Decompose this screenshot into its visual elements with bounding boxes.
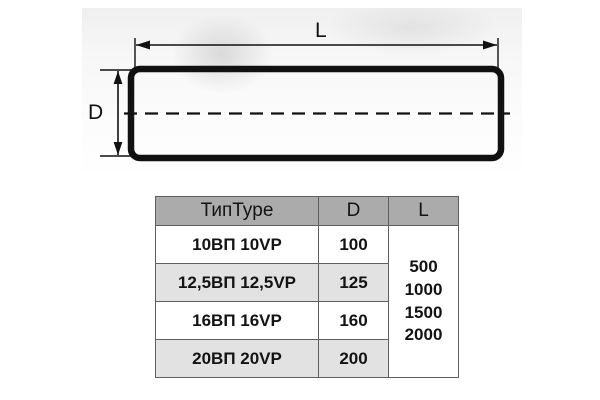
length-value: 1000 bbox=[404, 279, 443, 299]
diameter-arrowhead-bottom bbox=[113, 142, 123, 155]
cell-type: 20ВП 20VP bbox=[155, 339, 319, 378]
cell-d: 200 bbox=[318, 339, 389, 378]
cell-type: 16ВП 16VP bbox=[155, 301, 319, 340]
cell-d: 160 bbox=[318, 301, 389, 340]
table-header-row: ТипType D L bbox=[155, 196, 459, 226]
technical-drawing: L D bbox=[0, 0, 600, 186]
column-header-d: D bbox=[318, 196, 389, 226]
cell-d: 100 bbox=[318, 225, 389, 264]
table-row: 12,5ВП 12,5VP 125 bbox=[155, 263, 459, 302]
diameter-dimension-label: D bbox=[88, 101, 104, 124]
table-row: 10ВП 10VP 100 500 1000 1500 2000 bbox=[155, 225, 459, 378]
length-value: 2000 bbox=[404, 325, 443, 345]
column-header-l: L bbox=[388, 196, 459, 226]
table-row: 20ВП 20VP 200 bbox=[155, 339, 459, 378]
pipe-drawing-svg bbox=[100, 38, 510, 162]
drawing-background-photo bbox=[82, 8, 522, 178]
specification-table: ТипType D L 10ВП 10VP 100 500 1000 1500 … bbox=[155, 196, 459, 378]
specification-table-container: ТипType D L 10ВП 10VP 100 500 1000 1500 … bbox=[155, 196, 459, 378]
cell-d: 125 bbox=[318, 263, 389, 302]
cell-type: 12,5ВП 12,5VP bbox=[155, 263, 319, 302]
length-arrowhead-right bbox=[483, 40, 497, 50]
cell-type: 10ВП 10VP bbox=[155, 225, 319, 264]
column-header-type: ТипType bbox=[155, 196, 319, 226]
length-value: 1500 bbox=[404, 302, 443, 322]
length-value: 500 bbox=[409, 256, 438, 276]
length-value-list: 500 1000 1500 2000 bbox=[389, 256, 458, 348]
table-row: 16ВП 16VP 160 bbox=[155, 301, 459, 340]
cell-length-merged: 500 1000 1500 2000 bbox=[388, 225, 459, 378]
diameter-arrowhead-top bbox=[113, 71, 123, 84]
length-arrowhead-left bbox=[136, 40, 150, 50]
length-dimension-label: L bbox=[315, 19, 327, 42]
